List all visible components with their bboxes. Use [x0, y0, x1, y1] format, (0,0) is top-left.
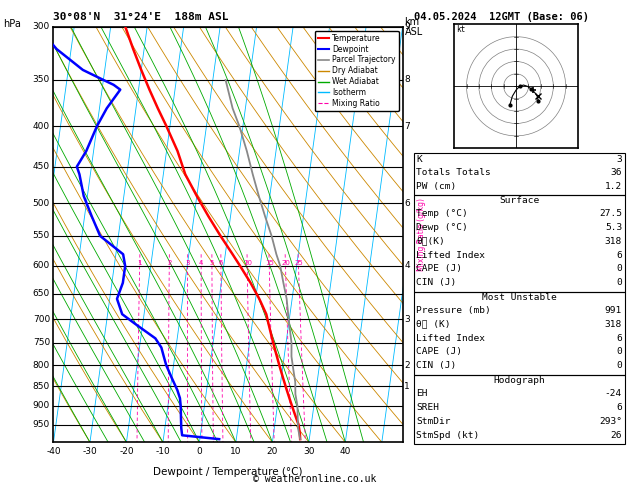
Text: 650: 650 — [33, 289, 50, 298]
Text: Hodograph: Hodograph — [493, 376, 545, 385]
Text: 3: 3 — [404, 314, 410, 324]
Text: 40: 40 — [340, 447, 351, 456]
Text: hPa: hPa — [3, 19, 21, 30]
Text: 9: 9 — [404, 22, 410, 31]
Text: 0: 0 — [196, 447, 203, 456]
Text: 800: 800 — [33, 361, 50, 370]
Text: 318: 318 — [605, 237, 622, 246]
Text: Lifted Index: Lifted Index — [416, 333, 486, 343]
Text: ASL: ASL — [404, 27, 423, 37]
Text: 10: 10 — [243, 260, 252, 266]
Text: 900: 900 — [33, 401, 50, 410]
Text: StmSpd (kt): StmSpd (kt) — [416, 431, 480, 440]
Text: 6: 6 — [404, 199, 410, 208]
Text: 1: 1 — [404, 382, 410, 391]
Text: km: km — [404, 17, 420, 27]
Text: 2: 2 — [167, 260, 172, 266]
Text: PW (cm): PW (cm) — [416, 182, 457, 191]
Text: 550: 550 — [33, 231, 50, 241]
Text: 1.2: 1.2 — [605, 182, 622, 191]
Text: -20: -20 — [119, 447, 134, 456]
Text: Lifted Index: Lifted Index — [416, 251, 486, 260]
Text: 850: 850 — [33, 382, 50, 391]
Text: 3: 3 — [616, 155, 622, 164]
Text: Most Unstable: Most Unstable — [482, 293, 557, 302]
Text: 400: 400 — [33, 122, 50, 131]
Text: 10: 10 — [230, 447, 242, 456]
Text: EH: EH — [416, 389, 428, 398]
Text: 991: 991 — [605, 306, 622, 315]
Text: 20: 20 — [267, 447, 278, 456]
Text: Surface: Surface — [499, 196, 539, 205]
Text: Pressure (mb): Pressure (mb) — [416, 306, 491, 315]
Text: -10: -10 — [155, 447, 170, 456]
Text: 04.05.2024  12GMT (Base: 06): 04.05.2024 12GMT (Base: 06) — [414, 12, 589, 22]
Text: 500: 500 — [33, 199, 50, 208]
Text: 6: 6 — [219, 260, 223, 266]
Text: 0: 0 — [616, 347, 622, 357]
Text: θᴁ (K): θᴁ (K) — [416, 320, 451, 329]
Text: 0: 0 — [616, 278, 622, 287]
Text: 25: 25 — [294, 260, 303, 266]
Text: K: K — [416, 155, 422, 164]
Text: StmDir: StmDir — [416, 417, 451, 426]
Text: 6: 6 — [616, 403, 622, 412]
Text: 4: 4 — [404, 261, 410, 270]
Text: θᴁ(K): θᴁ(K) — [416, 237, 445, 246]
Text: 3: 3 — [186, 260, 190, 266]
Text: 600: 600 — [33, 261, 50, 270]
Text: 350: 350 — [33, 75, 50, 85]
Text: kt: kt — [457, 25, 466, 34]
Text: Mixing Ratio (g/kg): Mixing Ratio (g/kg) — [416, 198, 426, 271]
Text: 15: 15 — [265, 260, 274, 266]
Text: CIN (J): CIN (J) — [416, 362, 457, 370]
Text: 318: 318 — [605, 320, 622, 329]
Text: 20: 20 — [281, 260, 290, 266]
Text: CIN (J): CIN (J) — [416, 278, 457, 287]
Text: SREH: SREH — [416, 403, 440, 412]
Text: 4: 4 — [199, 260, 203, 266]
Legend: Temperature, Dewpoint, Parcel Trajectory, Dry Adiabat, Wet Adiabat, Isotherm, Mi: Temperature, Dewpoint, Parcel Trajectory… — [314, 31, 399, 111]
Text: CAPE (J): CAPE (J) — [416, 347, 462, 357]
Text: 6: 6 — [616, 333, 622, 343]
Text: 7: 7 — [404, 122, 410, 131]
Text: 0: 0 — [616, 264, 622, 274]
Text: 300: 300 — [33, 22, 50, 31]
Text: Temp (°C): Temp (°C) — [416, 209, 468, 218]
Text: 5: 5 — [209, 260, 214, 266]
Text: 2: 2 — [404, 361, 410, 370]
Text: -30: -30 — [82, 447, 97, 456]
Text: 950: 950 — [33, 420, 50, 429]
Text: 1: 1 — [137, 260, 142, 266]
Text: CAPE (J): CAPE (J) — [416, 264, 462, 274]
Text: 0: 0 — [616, 362, 622, 370]
Text: 30: 30 — [303, 447, 314, 456]
Text: © weatheronline.co.uk: © weatheronline.co.uk — [253, 473, 376, 484]
Text: 750: 750 — [33, 338, 50, 347]
Text: 27.5: 27.5 — [599, 209, 622, 218]
Text: 293°: 293° — [599, 417, 622, 426]
Text: 5.3: 5.3 — [605, 223, 622, 232]
Text: 6: 6 — [616, 251, 622, 260]
Text: 8: 8 — [404, 75, 410, 85]
Text: 30°08'N  31°24'E  188m ASL: 30°08'N 31°24'E 188m ASL — [53, 12, 229, 22]
Text: 450: 450 — [33, 162, 50, 171]
Text: 36: 36 — [611, 168, 622, 177]
Text: Dewpoint / Temperature (°C): Dewpoint / Temperature (°C) — [153, 467, 303, 477]
Text: 700: 700 — [33, 314, 50, 324]
Text: -24: -24 — [605, 389, 622, 398]
Text: Totals Totals: Totals Totals — [416, 168, 491, 177]
Text: 26: 26 — [611, 431, 622, 440]
Text: -40: -40 — [46, 447, 61, 456]
Text: Dewp (°C): Dewp (°C) — [416, 223, 468, 232]
